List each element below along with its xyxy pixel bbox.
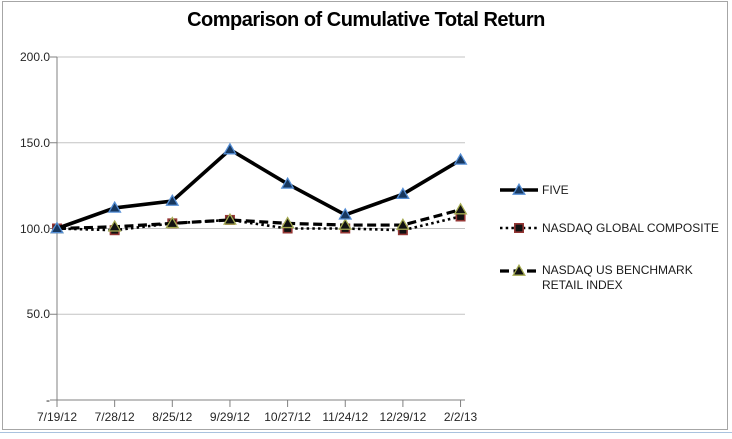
x-axis-label: 7/28/12 [94, 410, 135, 424]
y-axis-label: 200.0 [19, 50, 50, 64]
legend-marker-triangle-icon [512, 263, 526, 276]
y-axis-label: - [46, 393, 50, 407]
data-point-five [453, 152, 468, 165]
x-axis-label: 2/2/13 [443, 410, 478, 424]
x-axis-label: 7/19/12 [36, 410, 78, 424]
data-point-five [165, 193, 180, 206]
legend-label-nasdaq-global-composite: NASDAQ GLOBAL COMPOSITE [542, 221, 719, 235]
data-point-five [107, 200, 122, 213]
series-line-five [56, 147, 462, 231]
y-axis-label: 50.0 [26, 307, 50, 322]
legend-label-nasdaq-us-benchmark-retail-index: NASDAQ US BENCHMARK RETAIL INDEX [542, 263, 693, 292]
data-point-five [223, 142, 237, 155]
series-line-nasdaq-global-composite [56, 215, 461, 232]
y-axis-label: 150.0 [19, 135, 50, 150]
legend-label-five: FIVE [542, 183, 569, 197]
chart-title: Comparison of Cumulative Total Return [187, 9, 545, 31]
x-axis-label: 11/24/12 [322, 410, 369, 424]
data-point-nasdaq-us-benchmark-retail-index [338, 217, 353, 230]
data-point-nasdaq-us-benchmark-retail-index [107, 219, 122, 232]
data-point-nasdaq-us-benchmark-retail-index [395, 217, 410, 230]
data-point-five [50, 221, 64, 234]
legend-marker-triangle-icon [512, 182, 526, 195]
x-axis-label: 12/29/12 [379, 410, 427, 424]
chart-frame [2, 1, 728, 430]
data-point-five [338, 207, 353, 220]
data-point-nasdaq-us-benchmark-retail-index [453, 202, 468, 215]
data-point-five [280, 176, 295, 189]
legend-marker-square-icon [513, 223, 524, 234]
data-point-nasdaq-us-benchmark-retail-index [223, 212, 237, 225]
data-point-nasdaq-us-benchmark-retail-index [165, 216, 180, 229]
data-point-nasdaq-us-benchmark-retail-index [280, 216, 295, 229]
y-axis-label: 100.0 [19, 221, 50, 236]
x-axis-label: 9/29/12 [209, 410, 250, 424]
data-point-five [395, 187, 410, 200]
x-axis-label: 10/27/12 [264, 410, 311, 424]
x-axis-label: 8/25/12 [152, 410, 193, 424]
worksheet-gridline [0, 432, 732, 433]
